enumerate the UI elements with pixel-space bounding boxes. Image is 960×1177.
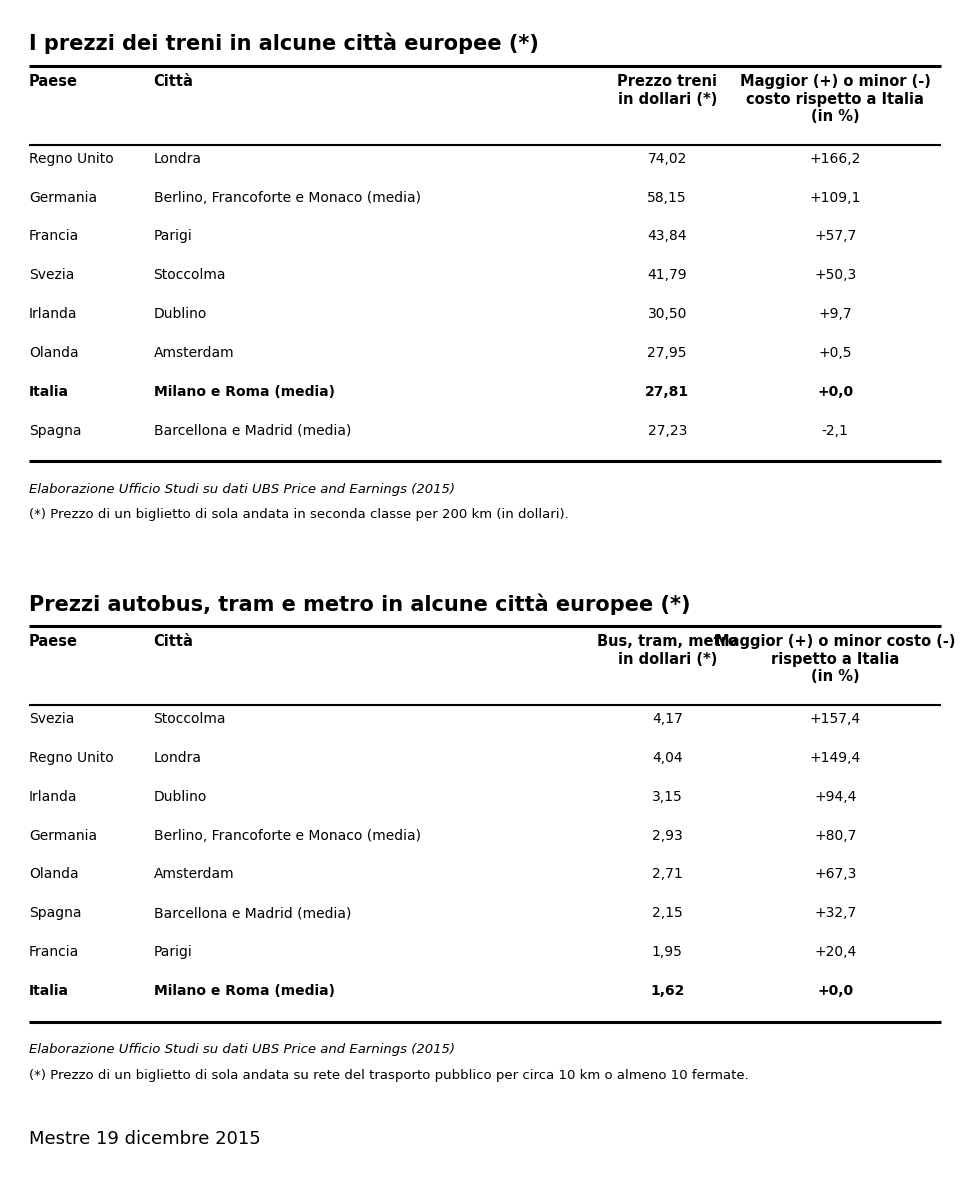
Text: +149,4: +149,4 (809, 751, 861, 765)
Text: Irlanda: Irlanda (29, 307, 78, 321)
Text: Berlino, Francoforte e Monaco (media): Berlino, Francoforte e Monaco (media) (154, 191, 420, 205)
Text: 2,15: 2,15 (652, 906, 683, 920)
Text: Amsterdam: Amsterdam (154, 867, 234, 882)
Text: 4,17: 4,17 (652, 712, 683, 726)
Text: 27,95: 27,95 (647, 346, 687, 360)
Text: Milano e Roma (media): Milano e Roma (media) (154, 984, 335, 998)
Text: Parigi: Parigi (154, 230, 192, 244)
Text: +0,5: +0,5 (819, 346, 852, 360)
Text: Città: Città (154, 634, 194, 650)
Text: Prezzi autobus, tram e metro in alcune città europee (*): Prezzi autobus, tram e metro in alcune c… (29, 593, 690, 614)
Text: +67,3: +67,3 (814, 867, 856, 882)
Text: 74,02: 74,02 (647, 152, 687, 166)
Text: Italia: Italia (29, 984, 69, 998)
Text: Mestre 19 dicembre 2015: Mestre 19 dicembre 2015 (29, 1130, 260, 1148)
Text: Germania: Germania (29, 191, 97, 205)
Text: Maggior (+) o minor costo (-)
rispetto a Italia
(in %): Maggior (+) o minor costo (-) rispetto a… (715, 634, 955, 684)
Text: Bus, tram, metro
in dollari (*): Bus, tram, metro in dollari (*) (597, 634, 737, 667)
Text: 1,95: 1,95 (652, 945, 683, 959)
Text: +157,4: +157,4 (809, 712, 861, 726)
Text: Italia: Italia (29, 385, 69, 399)
Text: Svezia: Svezia (29, 712, 74, 726)
Text: Francia: Francia (29, 945, 79, 959)
Text: Stoccolma: Stoccolma (154, 712, 227, 726)
Text: 41,79: 41,79 (647, 268, 687, 282)
Text: +166,2: +166,2 (809, 152, 861, 166)
Text: +0,0: +0,0 (817, 385, 853, 399)
Text: Londra: Londra (154, 152, 202, 166)
Text: 27,23: 27,23 (647, 424, 687, 438)
Text: +80,7: +80,7 (814, 829, 856, 843)
Text: Francia: Francia (29, 230, 79, 244)
Text: +0,0: +0,0 (817, 984, 853, 998)
Text: Stoccolma: Stoccolma (154, 268, 227, 282)
Text: Berlino, Francoforte e Monaco (media): Berlino, Francoforte e Monaco (media) (154, 829, 420, 843)
Text: I prezzi dei treni in alcune città europee (*): I prezzi dei treni in alcune città europ… (29, 33, 539, 54)
Text: 4,04: 4,04 (652, 751, 683, 765)
Text: Germania: Germania (29, 829, 97, 843)
Text: Maggior (+) o minor (-)
costo rispetto a Italia
(in %): Maggior (+) o minor (-) costo rispetto a… (740, 74, 930, 124)
Text: Paese: Paese (29, 634, 78, 650)
Text: Olanda: Olanda (29, 346, 79, 360)
Text: Londra: Londra (154, 751, 202, 765)
Text: Milano e Roma (media): Milano e Roma (media) (154, 385, 335, 399)
Text: +9,7: +9,7 (818, 307, 852, 321)
Text: Parigi: Parigi (154, 945, 192, 959)
Text: Città: Città (154, 74, 194, 89)
Text: Regno Unito: Regno Unito (29, 751, 113, 765)
Text: +109,1: +109,1 (809, 191, 861, 205)
Text: 58,15: 58,15 (647, 191, 687, 205)
Text: 2,71: 2,71 (652, 867, 683, 882)
Text: Spagna: Spagna (29, 424, 82, 438)
Text: 27,81: 27,81 (645, 385, 689, 399)
Text: Amsterdam: Amsterdam (154, 346, 234, 360)
Text: Svezia: Svezia (29, 268, 74, 282)
Text: Elaborazione Ufficio Studi su dati UBS Price and Earnings (2015): Elaborazione Ufficio Studi su dati UBS P… (29, 1043, 455, 1056)
Text: 2,93: 2,93 (652, 829, 683, 843)
Text: Prezzo treni
in dollari (*): Prezzo treni in dollari (*) (617, 74, 717, 107)
Text: 1,62: 1,62 (650, 984, 684, 998)
Text: Spagna: Spagna (29, 906, 82, 920)
Text: (*) Prezzo di un biglietto di sola andata in seconda classe per 200 km (in dolla: (*) Prezzo di un biglietto di sola andat… (29, 508, 568, 521)
Text: 43,84: 43,84 (647, 230, 687, 244)
Text: +32,7: +32,7 (814, 906, 856, 920)
Text: Regno Unito: Regno Unito (29, 152, 113, 166)
Text: Dublino: Dublino (154, 790, 207, 804)
Text: Olanda: Olanda (29, 867, 79, 882)
Text: (*) Prezzo di un biglietto di sola andata su rete del trasporto pubblico per cir: (*) Prezzo di un biglietto di sola andat… (29, 1069, 749, 1082)
Text: -2,1: -2,1 (822, 424, 849, 438)
Text: Irlanda: Irlanda (29, 790, 78, 804)
Text: +20,4: +20,4 (814, 945, 856, 959)
Text: Elaborazione Ufficio Studi su dati UBS Price and Earnings (2015): Elaborazione Ufficio Studi su dati UBS P… (29, 483, 455, 496)
Text: 3,15: 3,15 (652, 790, 683, 804)
Text: Barcellona e Madrid (media): Barcellona e Madrid (media) (154, 906, 351, 920)
Text: Dublino: Dublino (154, 307, 207, 321)
Text: Barcellona e Madrid (media): Barcellona e Madrid (media) (154, 424, 351, 438)
Text: 30,50: 30,50 (647, 307, 687, 321)
Text: +94,4: +94,4 (814, 790, 856, 804)
Text: Paese: Paese (29, 74, 78, 89)
Text: +57,7: +57,7 (814, 230, 856, 244)
Text: +50,3: +50,3 (814, 268, 856, 282)
